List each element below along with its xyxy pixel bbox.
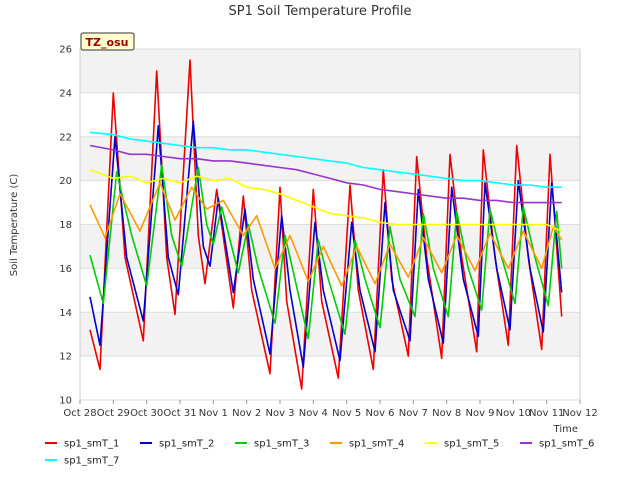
series-line-sp1_smT_2 — [89, 120, 563, 368]
x-tick-label: Nov 11 — [529, 408, 564, 419]
x-tick-label: Nov 8 — [432, 408, 461, 419]
background-band — [80, 268, 580, 313]
y-tick-label: 26 — [59, 45, 72, 56]
annotation-badge-box — [80, 32, 135, 51]
x-axis-label: Time — [553, 424, 578, 435]
chart-title: SP1 Soil Temperature Profile — [229, 4, 412, 19]
x-tick-label: Nov 7 — [399, 408, 428, 419]
legend-label-sp1_smT_3: sp1_smT_3 — [254, 439, 309, 450]
background-band — [80, 49, 580, 93]
series-line-sp1_smT_4 — [89, 182, 563, 287]
x-tick-label: Nov 5 — [332, 408, 361, 419]
x-tick-label: Oct 31 — [163, 408, 196, 419]
y-tick-label: 10 — [59, 396, 72, 407]
legend-label-sp1_smT_4: sp1_smT_4 — [349, 439, 404, 450]
x-tick-label: Nov 10 — [496, 408, 531, 419]
x-tick-label: Nov 3 — [265, 408, 294, 419]
x-tick-label: Oct 29 — [97, 408, 130, 419]
series-line-sp1_smT_7 — [89, 131, 562, 188]
x-tick-label: Nov 1 — [199, 408, 228, 419]
y-tick-label: 16 — [59, 264, 72, 275]
y-tick-label: 12 — [59, 352, 72, 363]
y-tick-label: 20 — [59, 176, 72, 187]
y-tick-label: 18 — [59, 220, 72, 231]
legend: sp1_smT_1 sp1_smT_2 sp1_smT_3 sp1_smT_4 sp1_… — [45, 439, 594, 467]
background-band — [80, 92, 580, 137]
background-band — [80, 356, 580, 400]
annotation-badge: TZ_osu — [80, 32, 135, 51]
x-tick-label: Nov 4 — [299, 408, 328, 419]
series-lines — [89, 59, 563, 390]
legend-label-sp1_smT_2: sp1_smT_2 — [159, 439, 214, 450]
x-axis-ticks: Oct 28 Oct 29 Oct 30 Oct 31 Nov 1 Nov 2 Nov 3 N… — [63, 400, 598, 419]
y-axis-label: Soil Temperature (C) — [9, 174, 20, 277]
series-line-sp1_smT_5 — [89, 168, 563, 232]
x-tick-label: Oct 28 — [63, 408, 96, 419]
x-tick-label: Nov 9 — [465, 408, 494, 419]
series-line-sp1_smT_3 — [89, 164, 563, 340]
y-tick-label: 24 — [59, 88, 72, 99]
y-tick-label: 14 — [59, 308, 72, 319]
x-tick-label: Nov 2 — [232, 408, 261, 419]
legend-label-sp1_smT_7: sp1_smT_7 — [64, 456, 119, 467]
series-line-sp1_smT_1 — [89, 59, 563, 390]
x-tick-label: Oct 30 — [130, 408, 163, 419]
x-tick-label: Nov 12 — [562, 408, 597, 419]
legend-label-sp1_smT_1: sp1_smT_1 — [64, 439, 119, 450]
x-tick-label: Nov 6 — [365, 408, 394, 419]
annotation-badge-text: TZ_osu — [86, 36, 129, 49]
y-tick-label: 22 — [59, 132, 72, 143]
legend-label-sp1_smT_6: sp1_smT_6 — [539, 439, 594, 450]
legend-label-sp1_smT_5: sp1_smT_5 — [444, 439, 499, 450]
series-line-sp1_smT_6 — [89, 144, 562, 204]
